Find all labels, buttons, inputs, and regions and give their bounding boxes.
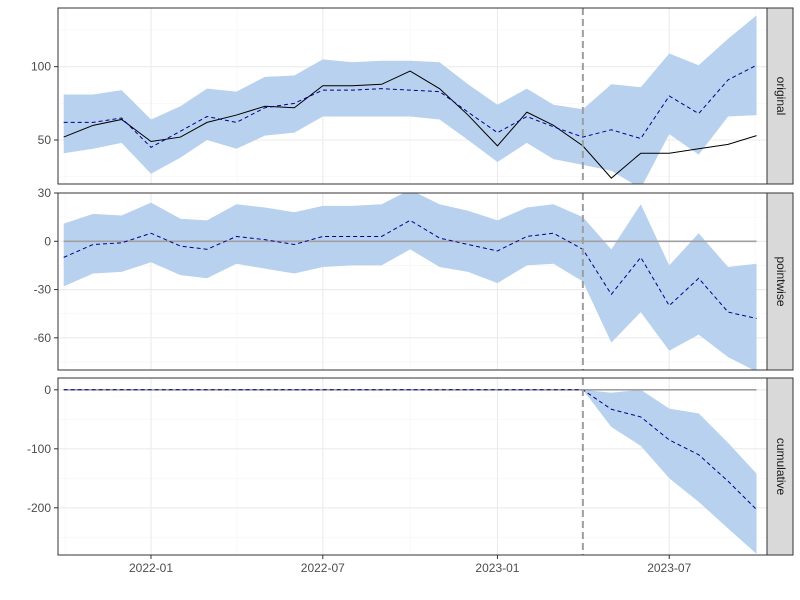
panel-plot-area <box>58 378 767 555</box>
x-tick-label: 2022-07 <box>301 561 345 575</box>
y-tick-label: 0 <box>44 383 51 397</box>
x-tick-label: 2023-01 <box>475 561 519 575</box>
y-tick-label: 30 <box>38 186 52 200</box>
facet-strip <box>766 192 794 371</box>
x-tick-label: 2022-01 <box>129 561 173 575</box>
facet-strip-label: original <box>774 77 788 116</box>
facet-strip <box>766 7 794 185</box>
facet-strip <box>766 377 794 556</box>
panel-original: 50 100 original <box>31 7 794 185</box>
y-tick-label: -30 <box>34 283 52 297</box>
panel-cumulative: 0 -100 -200 cumulative <box>27 377 794 556</box>
y-tick-label: -60 <box>34 331 52 345</box>
y-tick-label: -200 <box>27 501 51 515</box>
y-tick-label: 50 <box>38 133 52 147</box>
y-tick-label: 0 <box>44 234 51 248</box>
y-tick-label: 100 <box>31 60 51 74</box>
y-tick-label: -100 <box>27 442 51 456</box>
predicted-series-line <box>63 64 757 148</box>
panel-plot-area <box>58 8 767 184</box>
panel-plot-area <box>58 193 767 370</box>
actual-series-line <box>63 70 757 179</box>
panel-pointwise: 30 0 -30 -60 pointwise <box>34 186 794 371</box>
x-tick-label: 2023-07 <box>647 561 691 575</box>
facet-strip-label: cumulative <box>774 438 788 496</box>
facet-strip-label: pointwise <box>774 256 788 306</box>
effect-series-line <box>63 389 757 510</box>
